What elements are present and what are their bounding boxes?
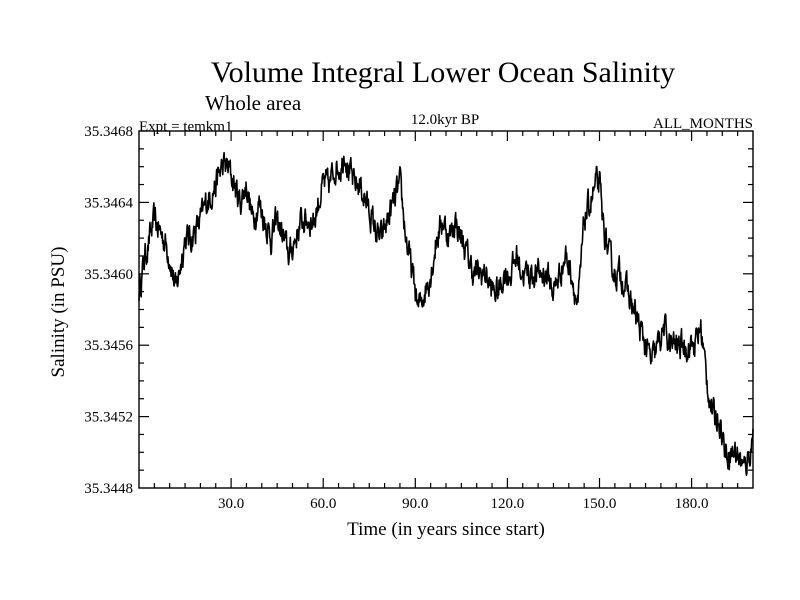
axis-tick-labels: 30.0 60.0 90.0 120.0 150.0 180.0 35.3448 35.345… xyxy=(84,124,708,512)
x-tick-label: 180.0 xyxy=(675,496,709,512)
y-axis-label: Salinity (in PSU) xyxy=(48,247,69,378)
x-tick-label: 60.0 xyxy=(310,496,336,512)
x-tick-label: 120.0 xyxy=(491,496,525,512)
x-tick-label: 150.0 xyxy=(583,496,617,512)
x-tick-label: 90.0 xyxy=(402,496,428,512)
experiment-label: Expt = temkm1 xyxy=(139,119,232,135)
y-tick-label: 35.3460 xyxy=(84,267,133,283)
salinity-series-line xyxy=(138,151,754,477)
y-tick-label: 35.3448 xyxy=(84,481,133,497)
chart-subtitle: Whole area xyxy=(205,91,302,115)
x-tick-label: 30.0 xyxy=(218,496,244,512)
period-label: 12.0kyr BP xyxy=(411,112,479,128)
y-tick-label: 35.3464 xyxy=(84,195,133,211)
y-tick-label: 35.3452 xyxy=(84,410,133,426)
y-tick-label: 35.3468 xyxy=(84,124,133,140)
plot-frame xyxy=(138,130,754,489)
months-label: ALL_MONTHS xyxy=(653,116,753,132)
chart-title: Volume Integral Lower Ocean Salinity xyxy=(211,56,675,89)
y-tick-label: 35.3456 xyxy=(84,338,133,354)
x-axis-label: Time (in years since start) xyxy=(347,519,545,540)
axis-ticks xyxy=(139,131,753,488)
